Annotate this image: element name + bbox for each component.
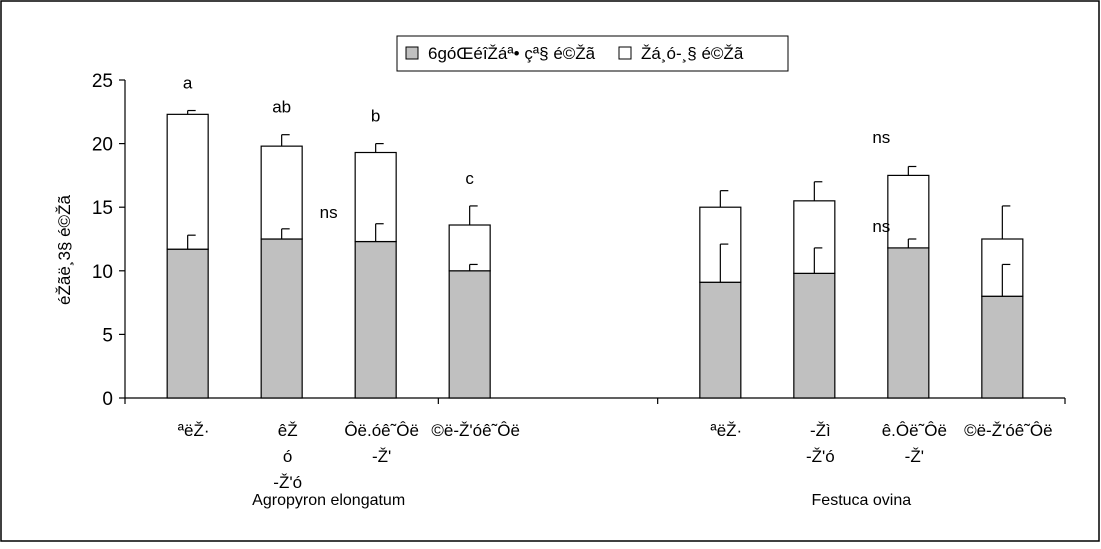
y-tick-label: 25 — [92, 71, 113, 92]
significance-label-lower: ns — [872, 217, 890, 236]
x-category-label: ê.Ôë˜Ôë — [882, 421, 947, 440]
x-category-label: -Ž'ó — [806, 447, 835, 466]
y-tick-label: 10 — [92, 262, 113, 283]
significance-label-upper: ns — [872, 128, 890, 147]
legend-label-upper: Žá¸ó-¸§ é©Žã — [641, 44, 744, 63]
legend: 6góŒéîŽáª• çª§ é©Žã Žá¸ó-¸§ é©Žã — [396, 35, 789, 72]
significance-label: ab — [272, 98, 291, 117]
y-tick-label: 0 — [102, 389, 113, 410]
y-tick-label: 20 — [92, 135, 113, 156]
x-category-label: ó — [283, 447, 292, 466]
x-category-label: ©ë-Ž'óê˜Ôë — [431, 421, 520, 440]
x-category-label: ªëŽ· — [178, 421, 210, 440]
group-label: Festuca ovina — [812, 492, 912, 509]
x-category-label: -Ž' — [372, 447, 391, 466]
bar-lower — [981, 295, 1024, 399]
x-category-label: ©ë-Ž'óê˜Ôë — [964, 421, 1053, 440]
legend-swatch-upper — [618, 46, 632, 60]
x-category-label: Ôë.óê˜Ôë — [344, 421, 419, 440]
legend-swatch-lower — [405, 46, 419, 60]
x-category-label: -Žì — [810, 421, 831, 440]
y-tick-label: 5 — [102, 325, 113, 346]
group-label: Agropyron elongatum — [252, 492, 405, 509]
bars — [166, 109, 1024, 399]
group-labels: Agropyron elongatum Festuca ovina — [252, 492, 911, 509]
significance-label: b — [371, 107, 380, 126]
bar-upper — [887, 174, 930, 249]
bar-upper — [166, 113, 209, 250]
significance-label-lower: ns — [320, 203, 338, 222]
bar-lower — [793, 272, 836, 399]
y-axis-label: éŽãë¸3§ é©Žã — [55, 195, 74, 305]
legend-label-lower: 6góŒéîŽáª• çª§ é©Žã — [428, 44, 596, 63]
x-category-label: -Ž'ó — [273, 473, 302, 492]
x-labels: ªëŽ· êŽ ó -Ž'ó Ôë.óê˜Ôë -Ž' ©ë-Ž'óê˜Ôë ªëŽ· -Žì -… — [124, 398, 1066, 492]
x-category-label: ªëŽ· — [710, 421, 742, 440]
x-category-label: êŽ — [278, 421, 298, 440]
bar-lower — [887, 247, 930, 399]
bar-lower — [448, 270, 491, 399]
bar-upper — [260, 145, 303, 240]
bar-upper — [448, 224, 491, 272]
significance-label: c — [465, 169, 474, 188]
bar-lower — [699, 281, 742, 399]
sig-labels: a ab b c ns ns ns — [183, 74, 890, 236]
legend-box — [396, 35, 789, 72]
x-category-label: -Ž' — [905, 447, 924, 466]
bar-lower — [354, 240, 397, 399]
y-tick-label: 15 — [92, 198, 113, 219]
bar-lower — [166, 248, 209, 399]
y-ticks: 0 5 10 15 20 25 — [92, 71, 125, 410]
bar-lower — [260, 238, 303, 399]
significance-label: a — [183, 74, 193, 93]
